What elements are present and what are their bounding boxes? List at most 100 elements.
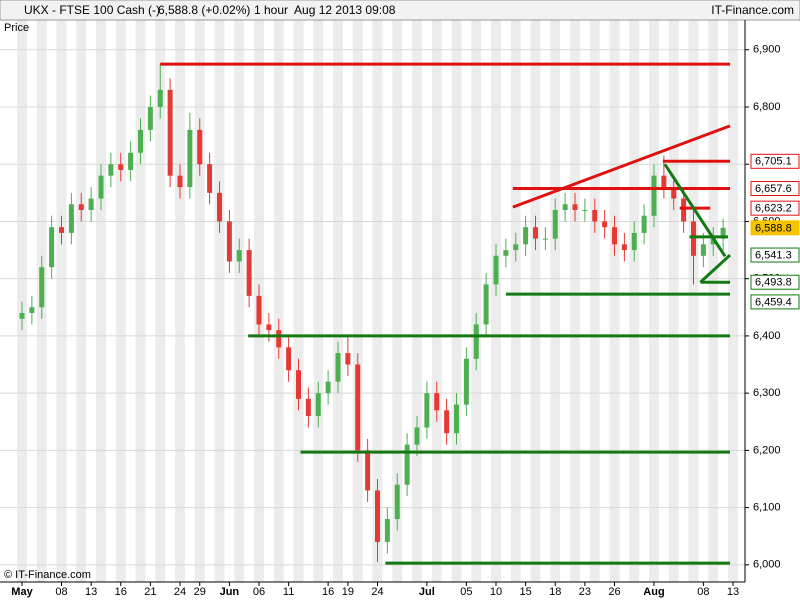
candle-body	[187, 129, 193, 188]
candle-body	[394, 484, 400, 520]
candle-body	[691, 221, 696, 256]
candle-body	[197, 129, 203, 165]
stripe	[273, 20, 284, 582]
stripe	[155, 20, 166, 582]
x-tick-label: 06	[253, 586, 265, 598]
level-label: 6,588.8	[755, 222, 792, 234]
stripe	[56, 20, 67, 582]
candle-body	[286, 347, 292, 371]
candle-body	[414, 427, 420, 445]
candle-body	[404, 444, 410, 485]
x-tick-label: 21	[144, 586, 156, 598]
stripe	[293, 20, 304, 582]
candle-body	[473, 324, 479, 359]
candle-body	[325, 381, 331, 394]
level-box	[750, 180, 800, 196]
candle-body	[315, 393, 321, 417]
x-tick-label: 16	[322, 586, 334, 598]
stripe	[313, 20, 324, 582]
candle-body	[424, 393, 430, 428]
level-label: 6,657.6	[755, 183, 792, 195]
candle-body	[454, 404, 459, 434]
candle-body	[49, 227, 55, 268]
candle-body	[542, 238, 548, 240]
stripe	[214, 20, 225, 582]
y-tick-label: 6,000	[753, 559, 781, 571]
stripe	[491, 20, 501, 582]
level-label: 6,493.8	[755, 277, 792, 289]
candle-body	[710, 238, 716, 245]
stripe	[392, 20, 403, 582]
x-tick-label: 16	[115, 586, 127, 598]
y-tick-label: 6,900	[753, 44, 781, 56]
candle-body	[108, 164, 114, 176]
stripe	[589, 20, 600, 582]
stripe	[629, 20, 640, 582]
candle-body	[661, 175, 667, 188]
stripe	[372, 20, 383, 582]
candle-body	[147, 106, 153, 130]
x-tick-label: Jul	[419, 586, 435, 598]
level-label: 6,705.1	[755, 156, 792, 168]
candle-body	[493, 255, 499, 285]
candle-body	[207, 164, 213, 193]
level-label: 6,541.3	[755, 249, 792, 261]
level-box	[750, 247, 800, 263]
x-tick-label: 23	[579, 586, 591, 598]
stripe	[451, 20, 462, 582]
candle-body	[572, 204, 578, 211]
x-tick-label: 13	[85, 586, 97, 598]
candle-body	[78, 204, 84, 211]
level-box	[750, 274, 800, 290]
x-tick-label: 13	[727, 586, 739, 598]
trend-line	[512, 124, 731, 209]
stripe	[17, 20, 27, 582]
candle-body	[167, 89, 173, 176]
stripe	[570, 20, 580, 582]
candle-body	[681, 198, 687, 222]
stripe	[510, 20, 521, 582]
x-tick-label: Jun	[220, 586, 240, 598]
stripe	[115, 20, 126, 582]
candle-body	[365, 450, 371, 491]
candle-body	[434, 393, 440, 411]
y-tick-label: 6,400	[753, 330, 781, 342]
candle-body	[533, 227, 538, 239]
plot-area	[0, 20, 745, 582]
candle-body	[246, 250, 252, 296]
candle-body	[345, 353, 351, 365]
candle-body	[236, 250, 242, 262]
candle-body	[562, 204, 568, 211]
stripe	[668, 20, 679, 582]
stripe	[649, 20, 659, 582]
candle-body	[375, 490, 380, 542]
x-tick-label: 18	[549, 586, 561, 598]
candle-body	[305, 398, 311, 417]
stripe	[412, 20, 422, 582]
level-label: 6,623.2	[755, 203, 792, 215]
x-tick-label: 08	[697, 586, 709, 598]
candle-body	[98, 175, 104, 199]
candle-body	[720, 227, 726, 239]
candle-body	[157, 89, 163, 107]
copyright: © IT-Finance.com	[4, 569, 91, 581]
price-label: 6,588.8 (+0.02%)	[158, 3, 250, 17]
x-tick-label: 26	[608, 586, 620, 598]
stripe	[194, 20, 205, 582]
candle-body	[384, 519, 390, 542]
candle-body	[59, 227, 64, 233]
candle-body	[177, 175, 183, 188]
source: IT-Finance.com	[711, 3, 794, 17]
candle-body	[88, 198, 94, 211]
candle-body	[651, 175, 657, 216]
candle-body	[296, 370, 301, 399]
stripe	[431, 20, 442, 582]
stripe	[728, 20, 738, 582]
y-tick-label: 6,100	[753, 502, 781, 514]
level-box	[750, 153, 800, 169]
level-box	[750, 294, 800, 310]
stripe	[135, 20, 146, 582]
candle-body	[503, 250, 509, 256]
candle-body	[128, 152, 134, 170]
y-tick-label: 6,300	[753, 387, 781, 399]
